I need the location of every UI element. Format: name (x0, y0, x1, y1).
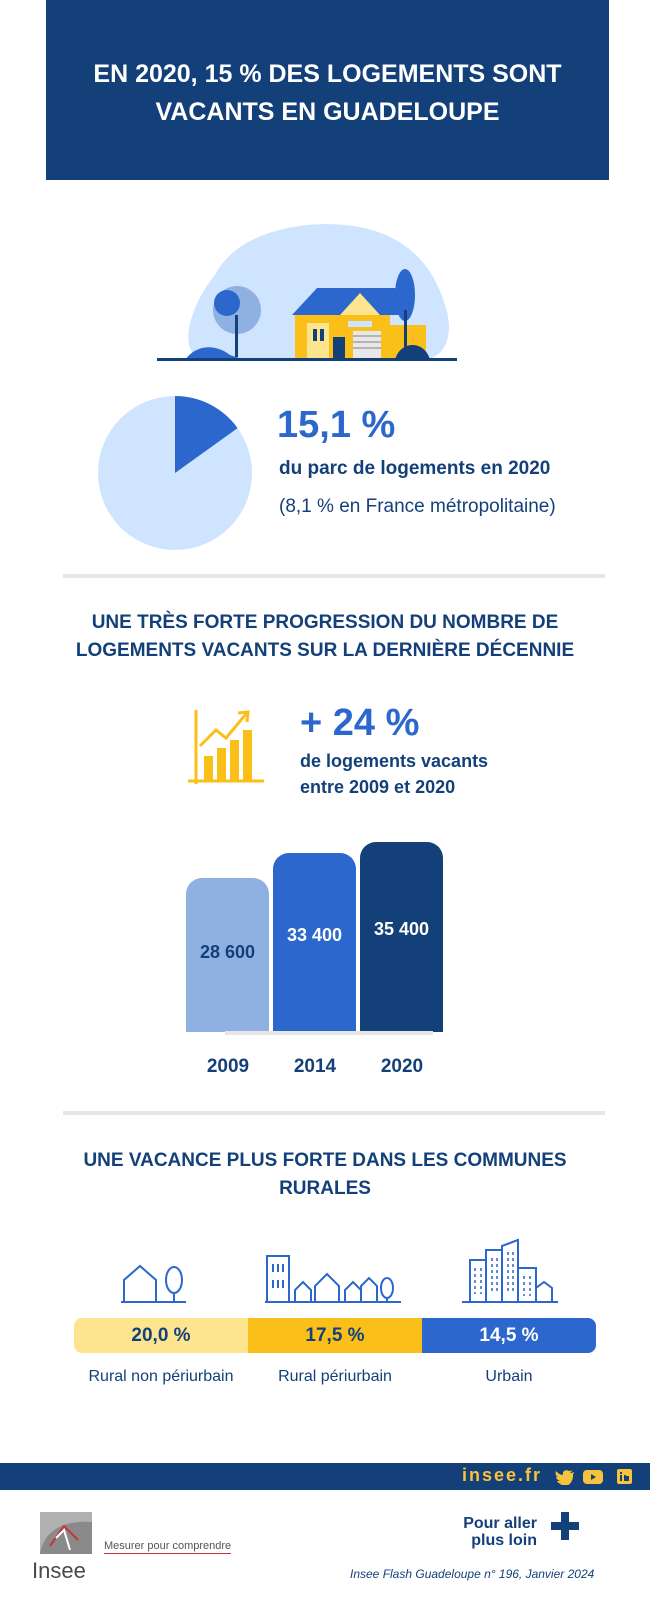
bar-2014: 33 400 (273, 852, 356, 1032)
bar-value-label: 28 600 (199, 942, 256, 963)
vacancy-rate-subtitle: du parc de logements en 2020 (279, 458, 551, 479)
category-label-urbain: Urbain (485, 1368, 533, 1385)
periurban-icon (265, 1255, 401, 1303)
insee-website-link[interactable]: insee.fr (462, 1465, 543, 1485)
insee-logo-text: Insee (32, 1558, 86, 1583)
growth-description-line: de logements vacants (300, 751, 489, 771)
footer-band (0, 1463, 650, 1490)
vacancy-rate-comparison: (8,1 % en France métropolitaine) (279, 496, 556, 517)
bar-value-label: 35 400 (373, 918, 430, 939)
insee-logo-icon (40, 1512, 92, 1554)
segment-rural-periurbain: 17,5 % (248, 1318, 422, 1353)
chart-baseline (225, 1031, 433, 1035)
publication-reference: Insee Flash Guadeloupe n° 196, Janvier 2… (350, 1567, 595, 1581)
segment-urbain: 14,5 % (422, 1318, 596, 1353)
year-label-2014: 2014 (293, 1056, 337, 1077)
page-title-line1: EN 2020, 15 % DES LOGEMENTS SONT (93, 60, 562, 88)
growth-chart-icon (188, 710, 264, 784)
section-title-rural: UNE VACANCE PLUS FORTE DANS LES COMMUNES… (40, 1147, 610, 1203)
header-banner: EN 2020, 15 % DES LOGEMENTS SONT VACANTS… (46, 0, 609, 180)
section-title-line: LOGEMENTS VACANTS SUR LA DERNIÈRE DÉCENN… (75, 640, 575, 661)
growth-description-line: entre 2009 et 2020 (300, 777, 456, 797)
linkedin-icon[interactable] (617, 1469, 632, 1484)
section-title-line: RURALES (279, 1178, 371, 1199)
rural-house-icon (121, 1264, 186, 1303)
bar-2020: 35 400 (360, 842, 443, 1032)
section-title-line: UNE VACANCE PLUS FORTE DANS LES COMMUNES (83, 1150, 567, 1171)
category-label-rural-periurbain: Rural périurbain (278, 1368, 392, 1385)
section-divider (63, 574, 605, 578)
house-illustration (157, 224, 457, 361)
insee-tagline: Mesurer pour comprendre (104, 1540, 232, 1554)
rural-urban-vacancy-bar: 20,0 % 17,5 % 14,5 % (74, 1318, 596, 1353)
bar-2009: 28 600 (186, 878, 269, 1032)
vacant-housing-bar-chart: 28 600 2009 33 400 2014 35 400 2020 (180, 820, 460, 1100)
more-info-link[interactable]: Pour aller plus loin (455, 1515, 537, 1549)
section-title-line: UNE TRÈS FORTE PROGRESSION DU NOMBRE DE (91, 612, 559, 633)
year-label-2009: 2009 (206, 1056, 250, 1077)
growth-value: + 24 % (300, 702, 420, 744)
plus-icon[interactable] (549, 1510, 581, 1542)
urban-buildings-icon (462, 1238, 558, 1303)
twitter-icon[interactable] (555, 1469, 575, 1485)
growth-description: de logements vacants entre 2009 et 2020 (300, 748, 540, 800)
section-divider (63, 1111, 605, 1115)
section-title-progression: UNE TRÈS FORTE PROGRESSION DU NOMBRE DE … (40, 609, 610, 665)
page-title-line2: VACANTS EN GUADELOUPE (155, 98, 500, 126)
bar-value-label: 33 400 (286, 925, 343, 946)
category-label-rural-non-periurbain: Rural non périurbain (88, 1368, 234, 1385)
more-info-line: Pour aller (463, 1515, 537, 1532)
segment-rural-non-periurbain: 20,0 % (74, 1318, 248, 1353)
year-label-2020: 2020 (380, 1056, 424, 1077)
pie-slice-vacant (175, 396, 238, 473)
youtube-icon[interactable] (583, 1470, 603, 1484)
vacancy-pie-chart (98, 396, 252, 550)
more-info-line: plus loin (471, 1532, 537, 1549)
vacancy-rate-value: 15,1 % (277, 404, 396, 446)
